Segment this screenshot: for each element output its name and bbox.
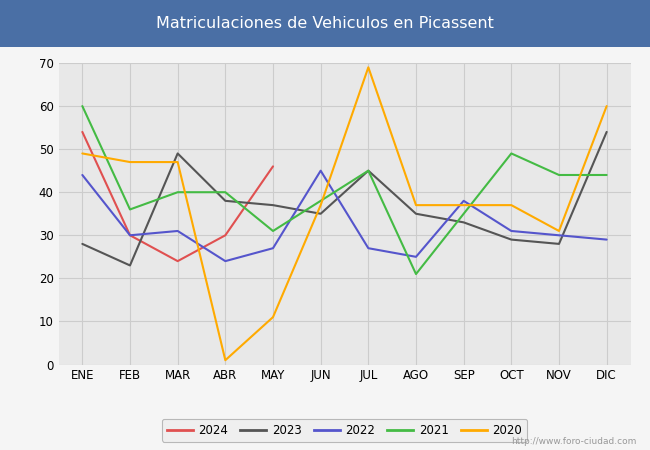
Text: http://www.foro-ciudad.com: http://www.foro-ciudad.com [512, 436, 637, 446]
Legend: 2024, 2023, 2022, 2021, 2020: 2024, 2023, 2022, 2021, 2020 [162, 419, 527, 441]
Text: Matriculaciones de Vehiculos en Picassent: Matriculaciones de Vehiculos en Picassen… [156, 16, 494, 31]
